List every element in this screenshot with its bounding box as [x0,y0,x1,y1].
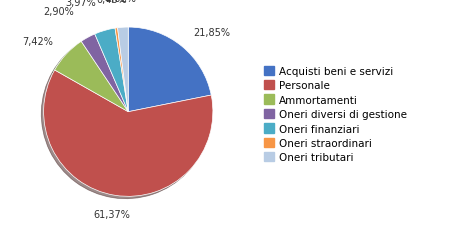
Wedge shape [81,35,128,112]
Text: 61,37%: 61,37% [94,209,130,219]
Wedge shape [44,71,213,196]
Wedge shape [117,28,128,112]
Wedge shape [115,29,128,112]
Text: 7,42%: 7,42% [22,37,53,47]
Text: 3,97%: 3,97% [66,0,96,8]
Legend: Acquisti beni e servizi, Personale, Ammortamenti, Oneri diversi di gestione, One: Acquisti beni e servizi, Personale, Ammo… [262,64,410,165]
Text: 2,90%: 2,90% [43,7,74,17]
Wedge shape [54,42,128,112]
Text: 0,48%: 0,48% [97,0,127,5]
Text: 21,85%: 21,85% [194,28,231,38]
Wedge shape [95,29,128,112]
Text: 2,02%: 2,02% [106,0,136,4]
Wedge shape [128,28,211,112]
